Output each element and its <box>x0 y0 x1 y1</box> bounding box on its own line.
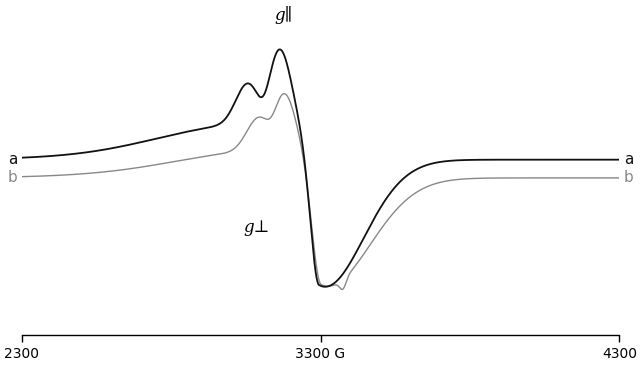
Text: a: a <box>8 152 17 167</box>
Text: g⊥: g⊥ <box>243 219 269 235</box>
Text: a: a <box>624 152 633 167</box>
Text: g∥: g∥ <box>274 5 292 24</box>
Text: b: b <box>8 170 17 185</box>
Text: b: b <box>624 170 633 185</box>
